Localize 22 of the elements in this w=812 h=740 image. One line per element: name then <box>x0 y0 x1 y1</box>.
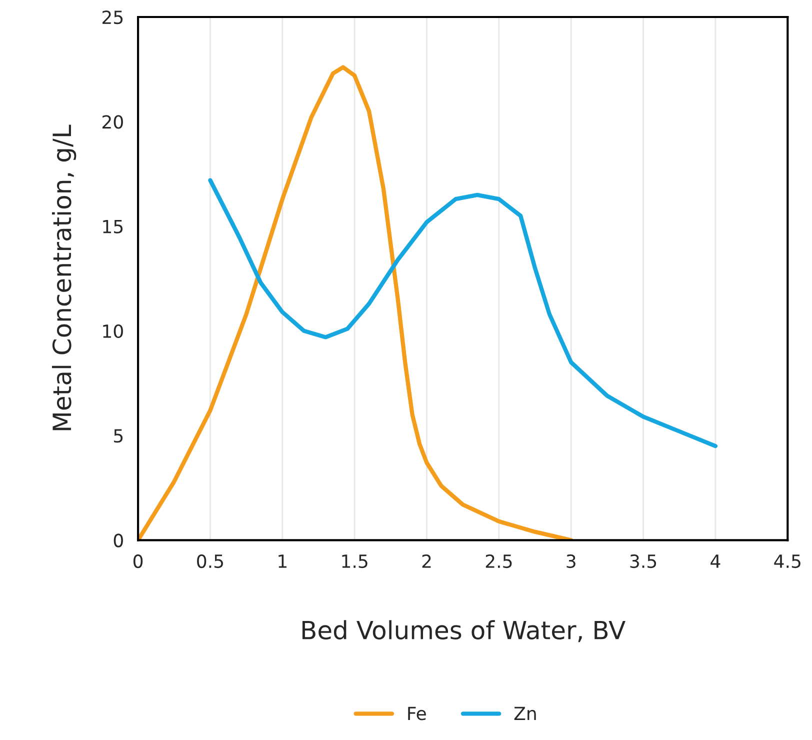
x-tick-label: 4.5 <box>774 554 800 568</box>
x-tick-label: 0.5 <box>197 554 223 568</box>
x-tick-label: 2 <box>422 554 431 568</box>
x-axis-title: Bed Volumes of Water, BV <box>302 620 626 642</box>
y-tick-label: 20 <box>102 115 123 129</box>
x-tick-label: 0 <box>133 554 143 568</box>
legend-label: Fe <box>408 706 426 720</box>
x-tick-label: 4 <box>710 554 720 568</box>
y-tick-label: 5 <box>114 429 123 443</box>
legend-label: Zn <box>514 706 536 720</box>
line-series <box>138 65 574 540</box>
x-tick-label: 1.5 <box>342 554 368 568</box>
y-tick-label: 10 <box>103 324 123 338</box>
x-tick-label: 3 <box>566 554 576 568</box>
y-tick-label: 25 <box>102 10 123 24</box>
x-tick-label: 1 <box>278 554 286 568</box>
y-tick-label: 0 <box>114 534 123 548</box>
x-tick-label: 2.5 <box>486 554 512 568</box>
line-series <box>208 178 718 448</box>
x-tick-label: 3.5 <box>630 554 656 568</box>
y-axis-title: Metal Concentration, g/L <box>52 124 76 430</box>
y-tick-label: 15 <box>103 220 123 234</box>
